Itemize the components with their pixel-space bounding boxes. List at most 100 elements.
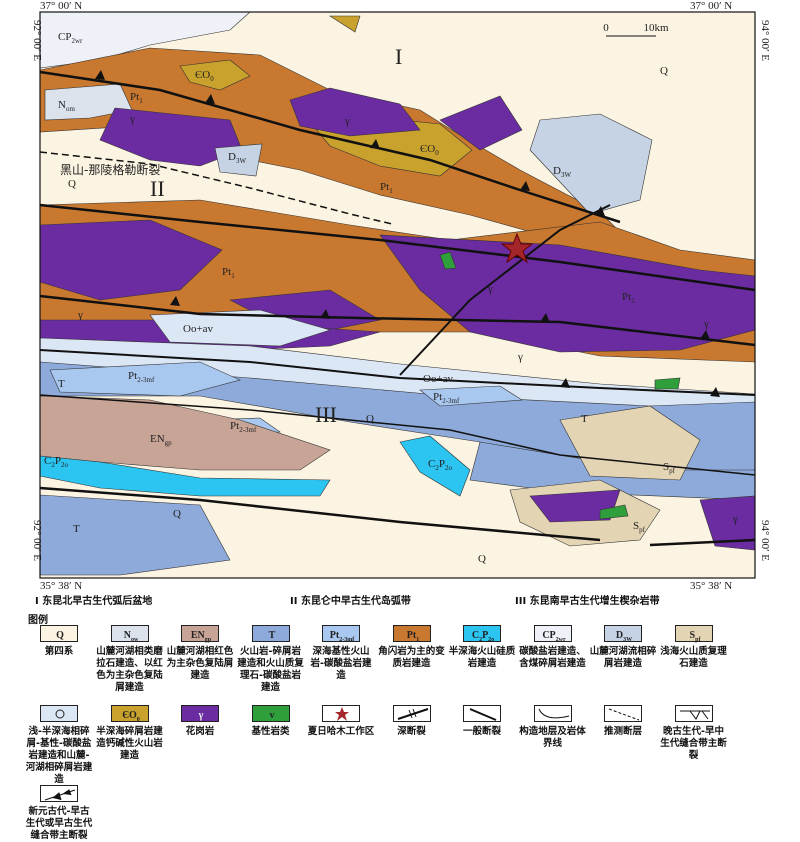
legend-swatch: C2P2o <box>463 625 501 643</box>
label-text: γ <box>732 513 738 525</box>
label-text: Pt <box>380 181 389 193</box>
coord-label: 37° 00′ N <box>40 0 82 12</box>
inferred-fault <box>39 151 393 225</box>
legend-title: 图例 <box>28 615 48 626</box>
label-text: γ <box>517 351 523 363</box>
symbol-text: ЄO0 <box>122 710 140 723</box>
legend-icon <box>335 707 349 721</box>
legend-label: 夏日哈木工作区 <box>307 726 375 737</box>
label-text: ЄO <box>420 143 435 155</box>
label-text: Q <box>478 553 486 565</box>
label-text: N <box>58 99 66 111</box>
legend-symbol: Q <box>56 630 64 641</box>
unit-label: γ <box>344 115 350 127</box>
zone-name: 东昆仑中早古生代岛弧带 <box>300 596 411 607</box>
label-text: EN <box>191 630 206 641</box>
legend-label: 半深海火山硅质岩建造 <box>448 646 516 669</box>
unit-label: Q <box>478 553 486 565</box>
map-unit <box>149 309 332 347</box>
legend-swatch: v <box>251 705 290 722</box>
subscript: 2-3mf <box>239 426 257 434</box>
symbol-text: v <box>269 710 274 721</box>
legend-swatch <box>40 785 78 802</box>
legend-label: 一般断裂 <box>462 726 501 737</box>
label-text: Q <box>56 630 64 641</box>
label-text: S <box>689 630 695 641</box>
icon-shape <box>679 710 710 720</box>
legend-swatch <box>463 705 501 722</box>
legend-swatch: Spf <box>674 625 713 643</box>
label-text: Pt <box>222 266 231 278</box>
legend-symbol: C2P2o <box>472 630 494 643</box>
legend-label: 火山岩-碎屑岩建造和火山质复理石-碳酸盐岩建造 <box>237 646 304 693</box>
legend-swatch: ENgp <box>181 625 219 643</box>
icon-shape <box>397 708 428 720</box>
zone-name: 东昆南早古生代增生楔杂岩带 <box>529 596 660 607</box>
legend-label: 角闪岩为主的变质岩建造 <box>378 646 445 669</box>
label-text: ЄO <box>122 710 137 721</box>
fault <box>399 204 611 376</box>
label-text: T <box>58 378 65 390</box>
unit-label: CP2wr <box>58 31 83 45</box>
map-unit <box>99 107 243 167</box>
symbol-text: T <box>268 630 275 641</box>
unit-label: ЄO0 <box>195 69 214 83</box>
map-unit <box>179 59 251 91</box>
label-text: EN <box>150 433 165 445</box>
icon-shape <box>608 708 640 721</box>
legend-label: 深断裂 <box>397 726 426 737</box>
legend-label: 深海基性火山岩-碳酸盐岩建造 <box>310 646 372 681</box>
zone-numeral: II <box>290 596 298 607</box>
label-text: CP <box>542 630 555 641</box>
legend-swatch: D3W <box>604 625 642 643</box>
legend-symbol: Pt2-3mf <box>330 630 355 643</box>
unit-label: T <box>73 523 80 535</box>
unit-label: D3W <box>228 151 246 165</box>
subscript: 1 <box>389 187 393 195</box>
unit-label: γ <box>703 318 709 330</box>
legend-symbol: ENgp <box>191 630 212 643</box>
subscript: 0 <box>210 75 214 83</box>
label-text: D <box>553 165 561 177</box>
subscript: 2o <box>488 637 494 643</box>
label-text: C <box>44 455 51 467</box>
legend-icon <box>397 708 428 720</box>
subscript: 2o <box>445 464 453 472</box>
symbol-text: ENgp <box>191 630 212 643</box>
fault <box>39 394 756 476</box>
label-text: D <box>616 630 623 641</box>
legend-label: 基性岩类 <box>251 726 290 737</box>
main-fault <box>39 203 756 292</box>
legend-icon <box>55 709 65 719</box>
unit-label: γ <box>517 351 523 363</box>
label-text: Oo+av <box>423 373 454 385</box>
label-text: Pt <box>433 391 442 403</box>
legend-swatch: Pt1 <box>392 625 431 643</box>
legend-icon <box>679 710 710 720</box>
unit-label: Pt1 <box>622 291 635 305</box>
map-unit <box>419 385 523 407</box>
zone-label: III <box>315 402 337 427</box>
unit-label: γ <box>487 283 493 295</box>
label-text: Oo+av <box>183 323 214 335</box>
legend-symbol: CP2wr <box>542 630 566 643</box>
label-text: P <box>55 455 61 467</box>
symbol-text: γ <box>198 710 204 721</box>
symbol-text: Spf <box>689 630 701 643</box>
subscript: 1 <box>631 297 635 305</box>
legend-swatch <box>392 705 431 722</box>
coord-label: 35° 38′ N <box>40 580 82 592</box>
scale-end: 10km <box>643 22 669 34</box>
map-unit <box>654 377 681 390</box>
fault <box>649 538 756 547</box>
zone-numeral: I <box>35 596 39 607</box>
icon-shape <box>469 708 497 721</box>
label-text: Pt <box>622 291 631 303</box>
map-unit <box>599 504 629 520</box>
subscript: 1 <box>139 97 143 105</box>
legend-zone: I 东昆北早古生代弧后盆地 <box>35 592 152 607</box>
subscript: ow <box>130 637 138 643</box>
deep-fault <box>39 486 601 542</box>
legend-label: 山麓河湖相类磨拉石建造、以红色为主杂色复陆屑建造 <box>96 646 163 693</box>
